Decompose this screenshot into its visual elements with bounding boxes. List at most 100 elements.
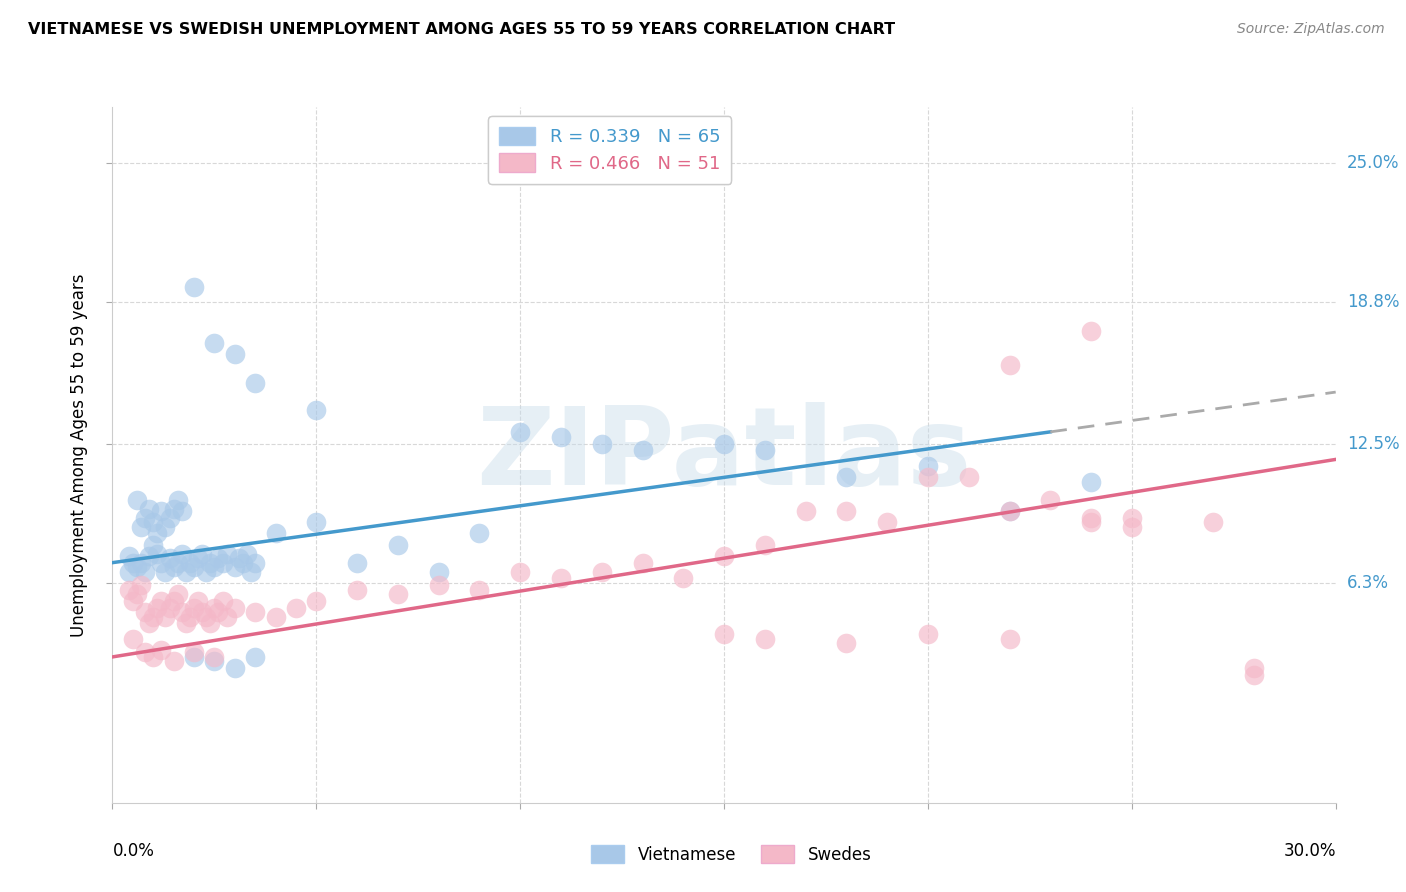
Point [155,609,177,624]
Point [1243,668,1265,682]
Point [284,600,308,615]
Point [713,436,735,450]
Point [917,459,939,474]
Legend: Vietnamese, Swedes: Vietnamese, Swedes [583,838,879,871]
Point [166,492,188,507]
Point [150,594,173,608]
Point [228,551,250,566]
Point [1121,520,1143,534]
Point [195,609,218,624]
Point [170,547,193,561]
Point [118,565,141,579]
Point [998,358,1021,372]
Point [170,605,193,619]
Point [170,504,193,518]
Point [1243,661,1265,675]
Point [591,436,613,450]
Point [876,515,898,529]
Point [204,335,226,350]
Point [122,632,145,646]
Point [125,587,148,601]
Point [1080,325,1102,339]
Point [118,549,141,563]
Point [245,649,267,664]
Point [224,661,246,675]
Point [163,501,186,516]
Point [211,594,233,608]
Point [427,578,450,592]
Point [134,510,156,524]
Point [754,632,776,646]
Text: 0.0%: 0.0% [112,842,155,860]
Text: VIETNAMESE VS SWEDISH UNEMPLOYMENT AMONG AGES 55 TO 59 YEARS CORRELATION CHART: VIETNAMESE VS SWEDISH UNEMPLOYMENT AMONG… [28,22,896,37]
Point [118,582,141,597]
Point [835,636,858,650]
Point [166,587,188,601]
Point [150,504,173,518]
Point [346,582,368,597]
Point [155,520,177,534]
Text: 18.8%: 18.8% [1347,293,1399,311]
Point [236,547,259,561]
Point [163,594,186,608]
Point [305,515,328,529]
Point [150,643,173,657]
Point [163,560,186,574]
Point [159,510,181,524]
Point [125,560,148,574]
Point [138,549,160,563]
Point [134,605,156,619]
Point [174,616,197,631]
Point [224,347,246,361]
Point [957,470,980,484]
Point [166,556,188,570]
Y-axis label: Unemployment Among Ages 55 to 59 years: Unemployment Among Ages 55 to 59 years [70,273,89,637]
Point [754,538,776,552]
Point [754,443,776,458]
Point [427,565,450,579]
Point [305,403,328,417]
Point [207,605,229,619]
Point [129,556,152,570]
Point [150,556,173,570]
Text: 30.0%: 30.0% [1284,842,1336,860]
Point [215,609,238,624]
Point [835,504,858,518]
Point [591,565,613,579]
Point [998,504,1021,518]
Point [122,556,145,570]
Text: 25.0%: 25.0% [1347,154,1399,172]
Point [550,571,572,585]
Point [187,551,209,566]
Point [387,538,409,552]
Point [146,526,169,541]
Legend: R = 0.339   N = 65, R = 0.466   N = 51: R = 0.339 N = 65, R = 0.466 N = 51 [488,116,731,184]
Point [835,470,858,484]
Point [129,520,152,534]
Point [264,526,287,541]
Point [122,594,145,608]
Text: Source: ZipAtlas.com: Source: ZipAtlas.com [1237,22,1385,37]
Point [211,556,233,570]
Point [245,376,267,390]
Text: 12.5%: 12.5% [1347,434,1399,453]
Text: ZIPatlas: ZIPatlas [477,402,972,508]
Point [200,556,222,570]
Point [142,609,165,624]
Point [187,594,209,608]
Point [155,565,177,579]
Point [183,600,205,615]
Point [179,556,201,570]
Point [1202,515,1225,529]
Point [713,627,735,641]
Point [1039,492,1062,507]
Point [138,616,160,631]
Point [631,556,654,570]
Point [204,649,226,664]
Point [346,556,368,570]
Point [672,571,695,585]
Point [204,560,226,574]
Point [146,600,169,615]
Point [550,430,572,444]
Point [224,560,246,574]
